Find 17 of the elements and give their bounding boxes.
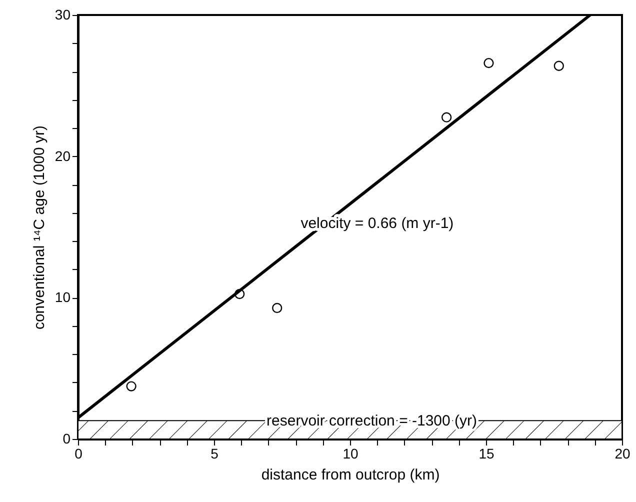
x-axis-title: distance from outcrop (km) xyxy=(261,466,440,484)
point xyxy=(484,58,494,68)
y-tick-label: 20 xyxy=(54,148,71,164)
y-axis-title: conventional ¹⁴C age (1000 yr) xyxy=(30,125,48,330)
x-tick-label: 15 xyxy=(478,446,494,462)
x-tick-label: 20 xyxy=(614,446,630,462)
y-tick-label: 10 xyxy=(54,289,71,306)
point xyxy=(234,288,245,300)
point xyxy=(554,60,564,71)
x-tick-label: 0 xyxy=(74,446,83,462)
y-tick-label: 0 xyxy=(62,430,71,446)
x-tick-label: 5 xyxy=(210,446,219,462)
point xyxy=(441,112,452,122)
x-tick-label: 10 xyxy=(342,446,358,462)
point xyxy=(272,302,282,314)
point xyxy=(126,381,136,392)
y-tick-label: 30 xyxy=(54,6,71,22)
